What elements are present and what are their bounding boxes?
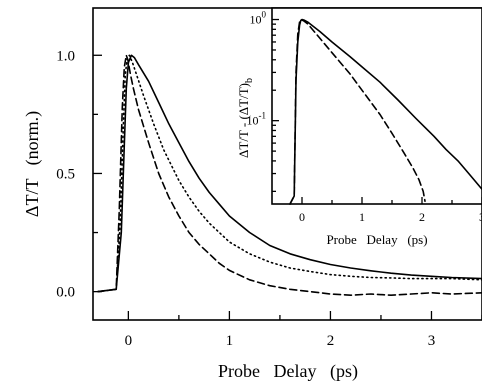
main-x-tick-label: 2 (327, 333, 335, 349)
main-series-group (97, 54, 482, 296)
main-x-tick-label: 1 (226, 333, 234, 349)
inset-x-tick-label: 0 (299, 210, 305, 224)
inset-series-group (289, 18, 482, 205)
main-x-tick-label: 0 (125, 333, 133, 349)
inset-plot: 0 1 2 3 10-1 100 Probe Delay (ps) ΔT/T - (ΔT/… (236, 7, 482, 247)
main-plot: 0 1 2 3 0.0 0.5 1.0 Probe Delay (ps) ΔT/T (nor… (22, 7, 482, 382)
inset-y-tick-label: 10-1 (247, 111, 267, 128)
inset-ticks: 0 1 2 3 10-1 100 (247, 10, 482, 224)
inset-x-tick-label: 3 (479, 210, 482, 224)
main-x-tick-label: 3 (428, 333, 436, 349)
main-y-tick-label: 1.0 (56, 48, 75, 64)
inset-x-tick-label: 1 (359, 210, 365, 224)
main-series-solid-line (97, 54, 482, 293)
main-x-axis-label: Probe Delay (ps) (218, 361, 358, 382)
inset-x-tick-label: 2 (419, 210, 425, 224)
inset-x-axis-label: Probe Delay (ps) (326, 232, 427, 247)
main-y-tick-label: 0.0 (56, 285, 75, 301)
main-series-dotted-line (97, 54, 482, 293)
inset-y-axis-label-text: ΔT/T - (ΔT/T) (236, 83, 251, 158)
inset-y-axis-label-subscript: b (244, 78, 255, 83)
main-y-tick-label: 0.5 (56, 166, 75, 182)
main-series-dashed-line (97, 54, 482, 296)
inset-y-tick-label: 100 (250, 10, 267, 27)
inset-y-axis-label: ΔT/T - (ΔT/T)b (236, 78, 255, 158)
main-y-axis-label: ΔT/T (norm.) (22, 111, 43, 217)
inset-plot-frame (271, 7, 482, 205)
main-ticks: 0 1 2 3 0.0 0.5 1.0 (56, 48, 482, 349)
inset-series-dashed-line (289, 18, 426, 205)
inset-background (272, 8, 482, 204)
